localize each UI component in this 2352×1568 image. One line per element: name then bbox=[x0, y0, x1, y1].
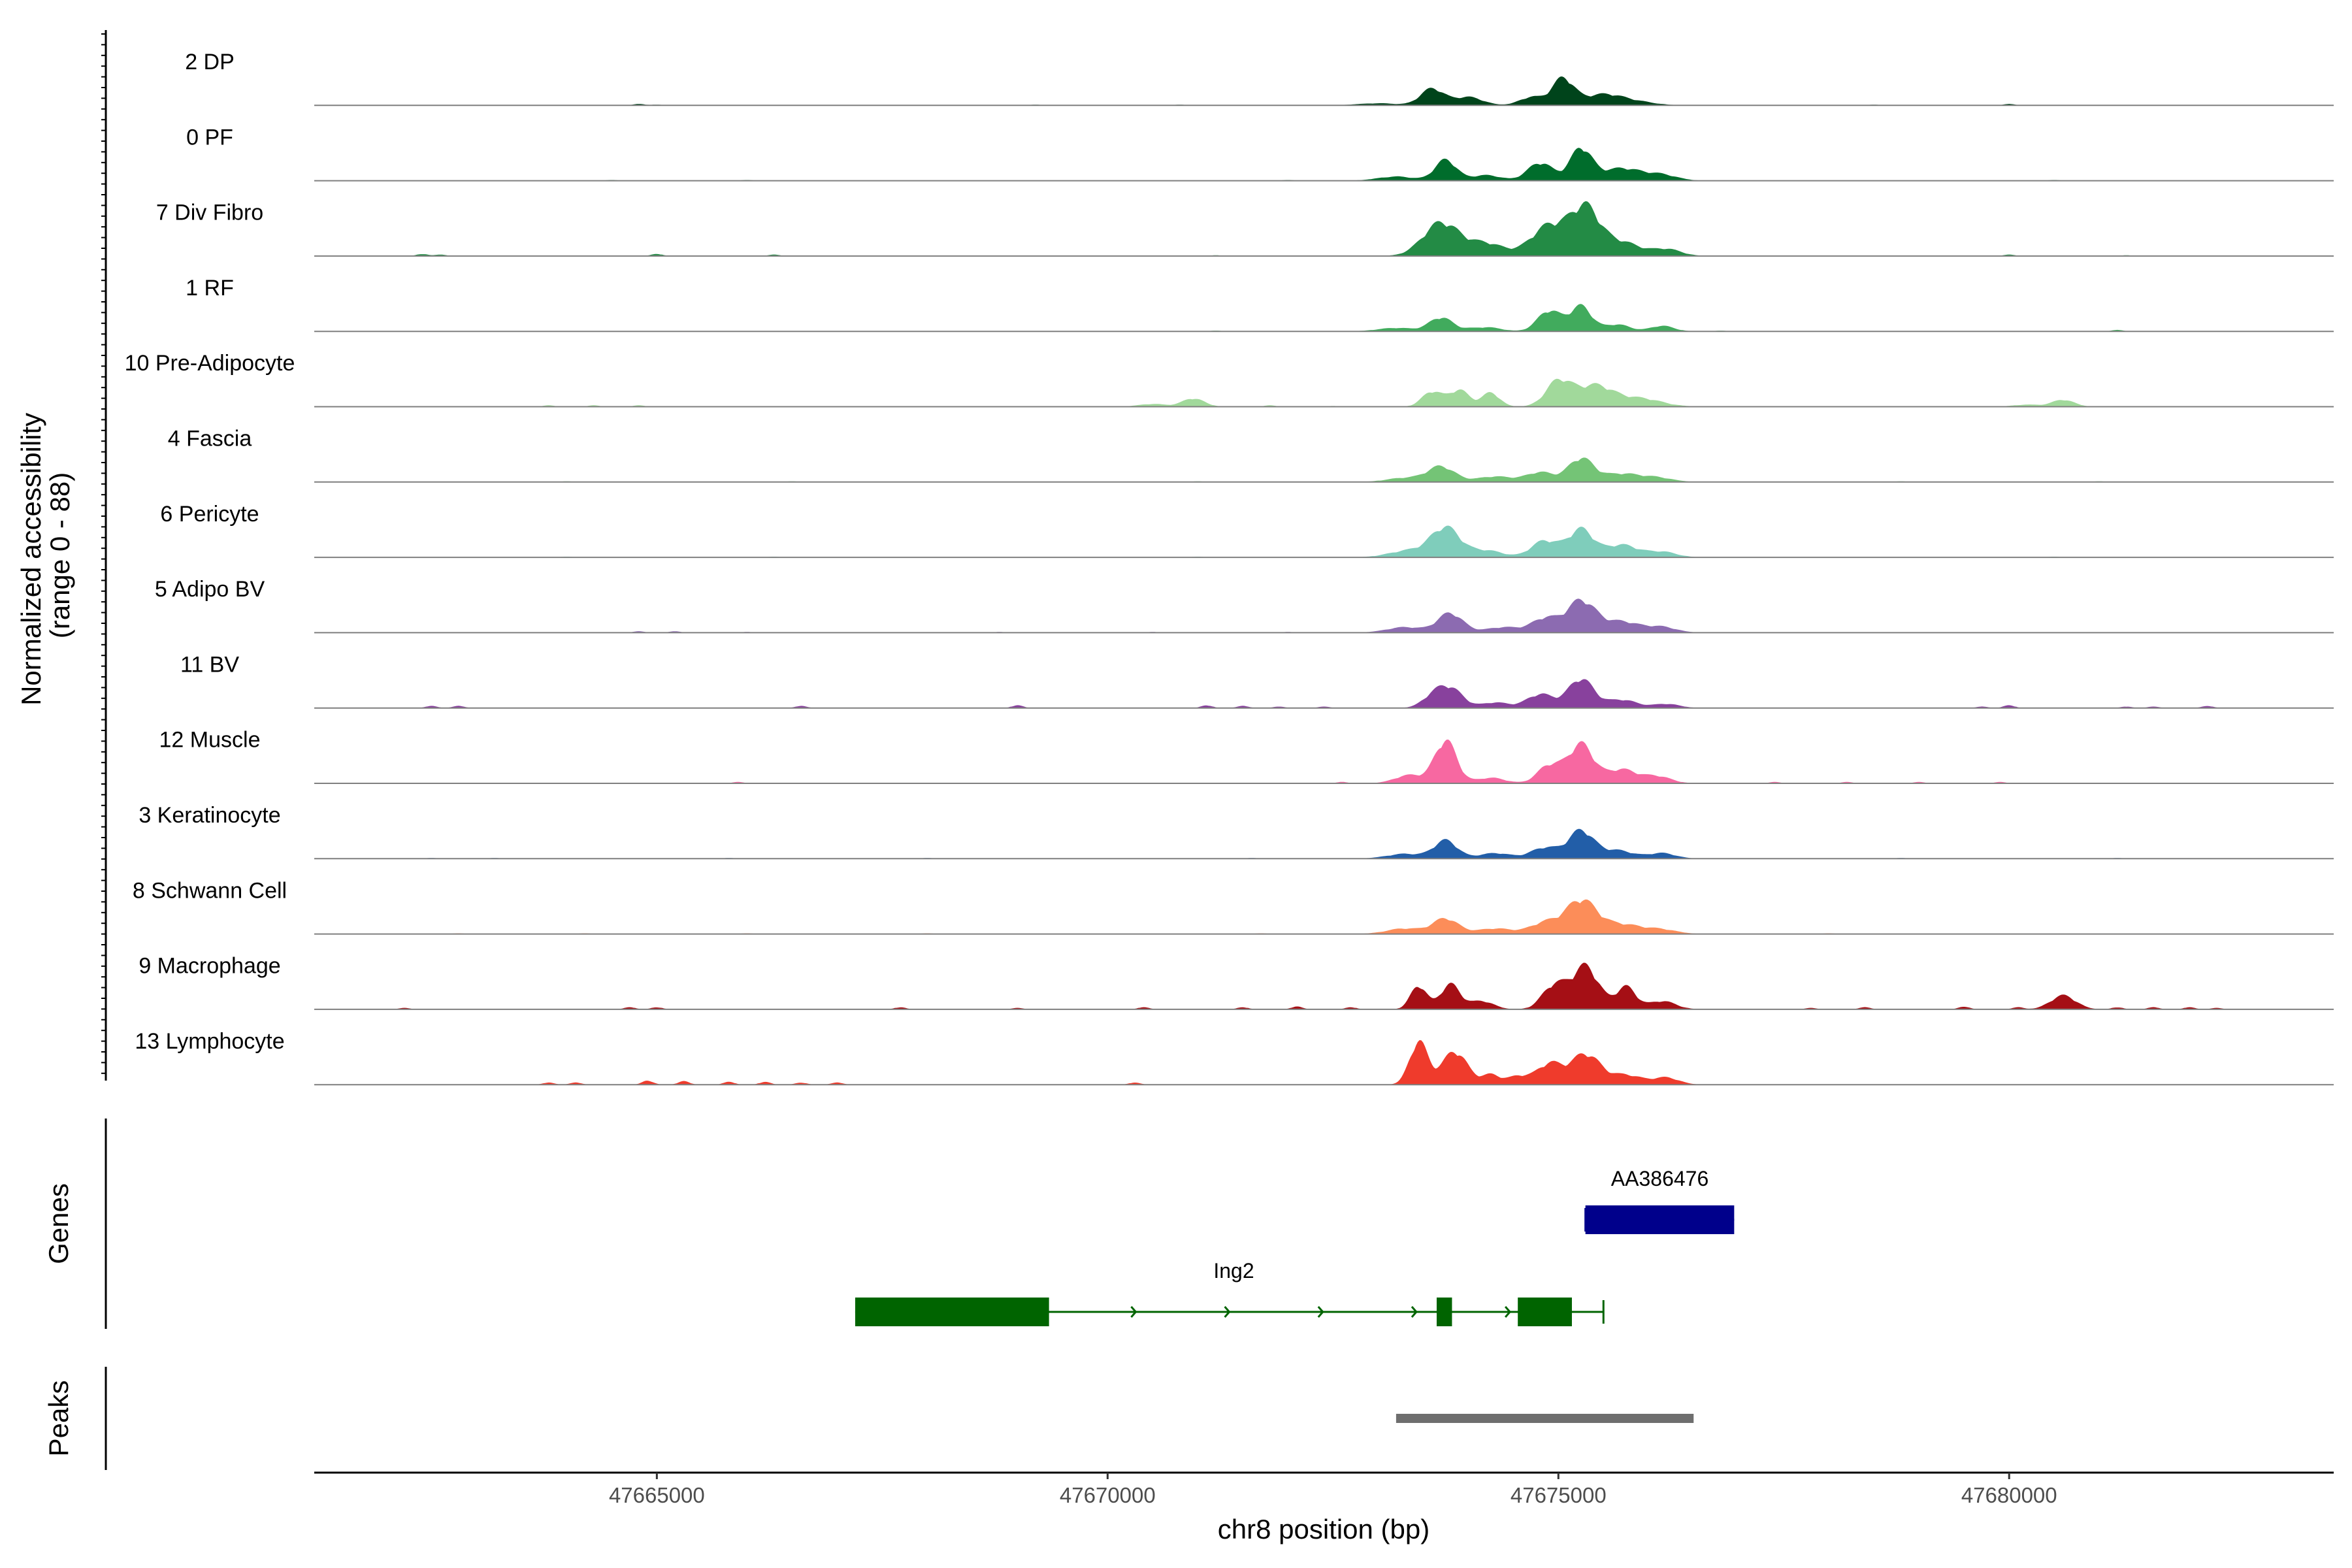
track-13: 9 Macrophage bbox=[139, 954, 2334, 1010]
track-label: 1 RF bbox=[186, 276, 234, 301]
coverage-area bbox=[314, 76, 2334, 106]
y-axis-title-line2: (range 0 - 88) bbox=[44, 472, 75, 638]
track-3: 7 Div Fibro bbox=[156, 201, 2334, 257]
track-9: 11 BV bbox=[180, 652, 2334, 709]
coverage-area bbox=[314, 148, 2334, 181]
y-axis-title: Normalized accessibility (range 0 - 88) bbox=[16, 405, 75, 706]
coverage-tracks: 2 DP 0 PF 7 Div Fibro 1 RF 10 Pre-Adipocyte 4… bbox=[125, 50, 2334, 1086]
x-axis-ticks: 47665000 47670000 47675000 47680000 bbox=[609, 1473, 2057, 1507]
track-label: 7 Div Fibro bbox=[156, 201, 263, 225]
track-14: 13 Lymphocyte bbox=[135, 1029, 2334, 1086]
track-8: 5 Adipo BV bbox=[155, 577, 2334, 634]
peaks-track-title: Peaks bbox=[43, 1380, 74, 1457]
strand-arrow bbox=[1504, 1306, 1512, 1318]
x-tick-label: 47665000 bbox=[609, 1483, 705, 1507]
y-axis bbox=[101, 30, 107, 1081]
coverage-area bbox=[314, 962, 2334, 1009]
track-2: 0 PF bbox=[186, 125, 2334, 182]
track-label: 10 Pre-Adipocyte bbox=[125, 351, 295, 376]
track-label: 8 Schwann Cell bbox=[133, 878, 287, 903]
genes-track-title: Genes bbox=[43, 1183, 74, 1264]
track-7: 6 Pericyte bbox=[160, 502, 2334, 559]
peak-region bbox=[1396, 1414, 1694, 1423]
x-tick-label: 47675000 bbox=[1511, 1483, 1607, 1507]
gene-exon bbox=[855, 1298, 1049, 1326]
y-axis-title-line1: Normalized accessibility bbox=[16, 413, 46, 706]
track-label: 6 Pericyte bbox=[160, 502, 259, 527]
track-10: 12 Muscle bbox=[159, 728, 2334, 784]
y-axis-ticks bbox=[101, 33, 106, 1074]
coverage-area bbox=[314, 899, 2334, 934]
track-label: 3 Keratinocyte bbox=[139, 803, 280, 828]
coverage-area bbox=[314, 679, 2334, 708]
coverage-area bbox=[314, 304, 2334, 332]
coverage-area bbox=[314, 525, 2334, 558]
gene-model: AA386476 bbox=[1584, 1167, 1735, 1234]
strand-arrow bbox=[1317, 1306, 1324, 1318]
coverage-area bbox=[314, 828, 2334, 859]
coverage-area bbox=[314, 201, 2334, 256]
coverage-area bbox=[314, 740, 2334, 783]
track-11: 3 Keratinocyte bbox=[139, 803, 2334, 860]
track-5: 10 Pre-Adipocyte bbox=[125, 351, 2334, 408]
gene-exon bbox=[1585, 1205, 1735, 1234]
track-label: 12 Muscle bbox=[159, 728, 261, 753]
track-6: 4 Fascia bbox=[168, 427, 2334, 483]
track-4: 1 RF bbox=[186, 276, 2334, 333]
coverage-area bbox=[314, 598, 2334, 633]
track-label: 4 Fascia bbox=[168, 427, 252, 451]
track-label: 9 Macrophage bbox=[139, 954, 280, 979]
x-axis-title: chr8 position (bp) bbox=[1218, 1514, 1430, 1544]
coverage-area bbox=[314, 457, 2334, 482]
x-axis: 47665000 47670000 47675000 47680000 chr8 po… bbox=[314, 1471, 2334, 1544]
gene-models: AA386476 Ing2 bbox=[855, 1167, 1735, 1326]
coverage-area bbox=[314, 1040, 2334, 1085]
genes-track: Genes AA386476 Ing2 bbox=[43, 1119, 1735, 1329]
track-label: 11 BV bbox=[180, 652, 239, 677]
gene-model: Ing2 bbox=[855, 1259, 1605, 1326]
track-label: 5 Adipo BV bbox=[155, 577, 265, 602]
track-1: 2 DP bbox=[185, 50, 2334, 106]
track-label: 13 Lymphocyte bbox=[135, 1029, 284, 1054]
track-label: 2 DP bbox=[185, 50, 235, 74]
peak-regions bbox=[1396, 1414, 1694, 1423]
gene-exon bbox=[1518, 1298, 1572, 1326]
gene-label: AA386476 bbox=[1611, 1167, 1708, 1190]
strand-arrow bbox=[1411, 1306, 1418, 1318]
x-tick-label: 47680000 bbox=[1961, 1483, 2057, 1507]
track-label: 0 PF bbox=[186, 125, 233, 150]
track-12: 8 Schwann Cell bbox=[133, 878, 2334, 935]
x-tick-label: 47670000 bbox=[1060, 1483, 1156, 1507]
strand-arrow bbox=[1224, 1306, 1231, 1318]
gene-label: Ing2 bbox=[1213, 1259, 1254, 1282]
coverage-area bbox=[314, 378, 2334, 407]
strand-arrow bbox=[1130, 1306, 1137, 1318]
peaks-track: Peaks bbox=[43, 1367, 1694, 1470]
gene-exon bbox=[1436, 1298, 1452, 1326]
